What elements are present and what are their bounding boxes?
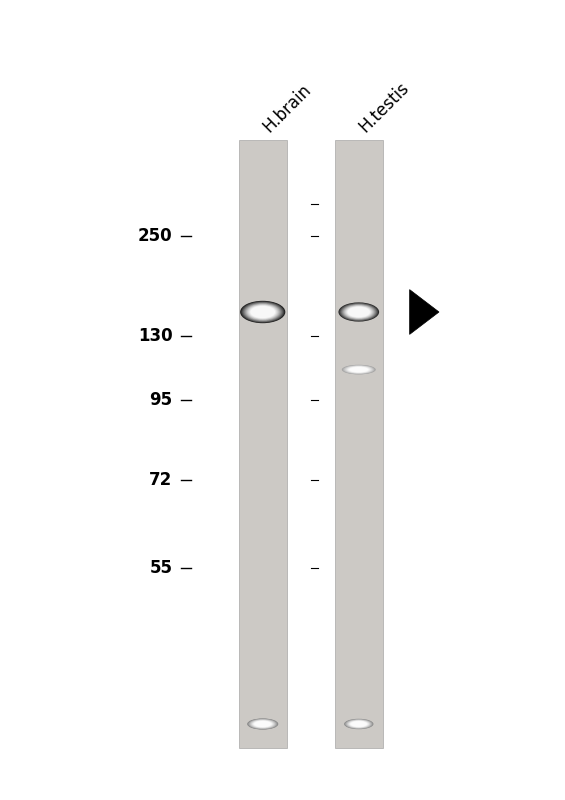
Ellipse shape bbox=[346, 366, 371, 373]
Ellipse shape bbox=[347, 720, 371, 728]
Ellipse shape bbox=[347, 366, 370, 373]
Ellipse shape bbox=[244, 302, 282, 322]
Ellipse shape bbox=[247, 304, 279, 320]
Ellipse shape bbox=[253, 720, 273, 728]
Text: H.testis: H.testis bbox=[356, 79, 413, 136]
Ellipse shape bbox=[249, 719, 277, 729]
Bar bbox=[239, 140, 287, 748]
Ellipse shape bbox=[346, 719, 371, 729]
Ellipse shape bbox=[242, 302, 283, 322]
Text: 250: 250 bbox=[138, 227, 172, 245]
Ellipse shape bbox=[254, 721, 271, 727]
Ellipse shape bbox=[350, 721, 368, 727]
Ellipse shape bbox=[341, 303, 377, 321]
Text: 130: 130 bbox=[138, 327, 172, 345]
Ellipse shape bbox=[349, 367, 368, 372]
Ellipse shape bbox=[347, 366, 371, 373]
Ellipse shape bbox=[344, 305, 374, 319]
Ellipse shape bbox=[241, 302, 284, 322]
Ellipse shape bbox=[246, 304, 280, 320]
Ellipse shape bbox=[347, 720, 370, 728]
Ellipse shape bbox=[349, 721, 368, 727]
Ellipse shape bbox=[254, 721, 272, 727]
Ellipse shape bbox=[240, 301, 285, 323]
Ellipse shape bbox=[346, 719, 372, 729]
Ellipse shape bbox=[349, 366, 369, 373]
Ellipse shape bbox=[249, 306, 276, 318]
Ellipse shape bbox=[341, 304, 376, 320]
Ellipse shape bbox=[345, 306, 373, 318]
Ellipse shape bbox=[342, 365, 375, 374]
Ellipse shape bbox=[344, 718, 373, 730]
Ellipse shape bbox=[344, 366, 373, 374]
Ellipse shape bbox=[345, 366, 372, 374]
Ellipse shape bbox=[250, 719, 275, 729]
Ellipse shape bbox=[351, 721, 367, 727]
Text: 72: 72 bbox=[149, 471, 172, 489]
Polygon shape bbox=[410, 290, 439, 334]
Ellipse shape bbox=[346, 306, 372, 318]
Text: 95: 95 bbox=[149, 391, 172, 409]
Ellipse shape bbox=[349, 720, 369, 728]
Ellipse shape bbox=[340, 303, 378, 321]
Ellipse shape bbox=[247, 718, 279, 730]
Ellipse shape bbox=[248, 305, 277, 319]
Ellipse shape bbox=[344, 366, 374, 374]
Bar bbox=[334, 140, 383, 748]
Ellipse shape bbox=[250, 306, 275, 318]
Ellipse shape bbox=[250, 719, 276, 729]
Text: 55: 55 bbox=[149, 559, 172, 577]
Ellipse shape bbox=[248, 718, 277, 730]
Ellipse shape bbox=[342, 304, 375, 320]
Text: H.brain: H.brain bbox=[260, 81, 315, 136]
Ellipse shape bbox=[338, 302, 379, 322]
Ellipse shape bbox=[252, 720, 273, 728]
Ellipse shape bbox=[342, 365, 376, 374]
Ellipse shape bbox=[345, 719, 373, 729]
Ellipse shape bbox=[347, 306, 370, 318]
Ellipse shape bbox=[346, 306, 371, 318]
Ellipse shape bbox=[245, 303, 281, 321]
Ellipse shape bbox=[251, 720, 275, 728]
